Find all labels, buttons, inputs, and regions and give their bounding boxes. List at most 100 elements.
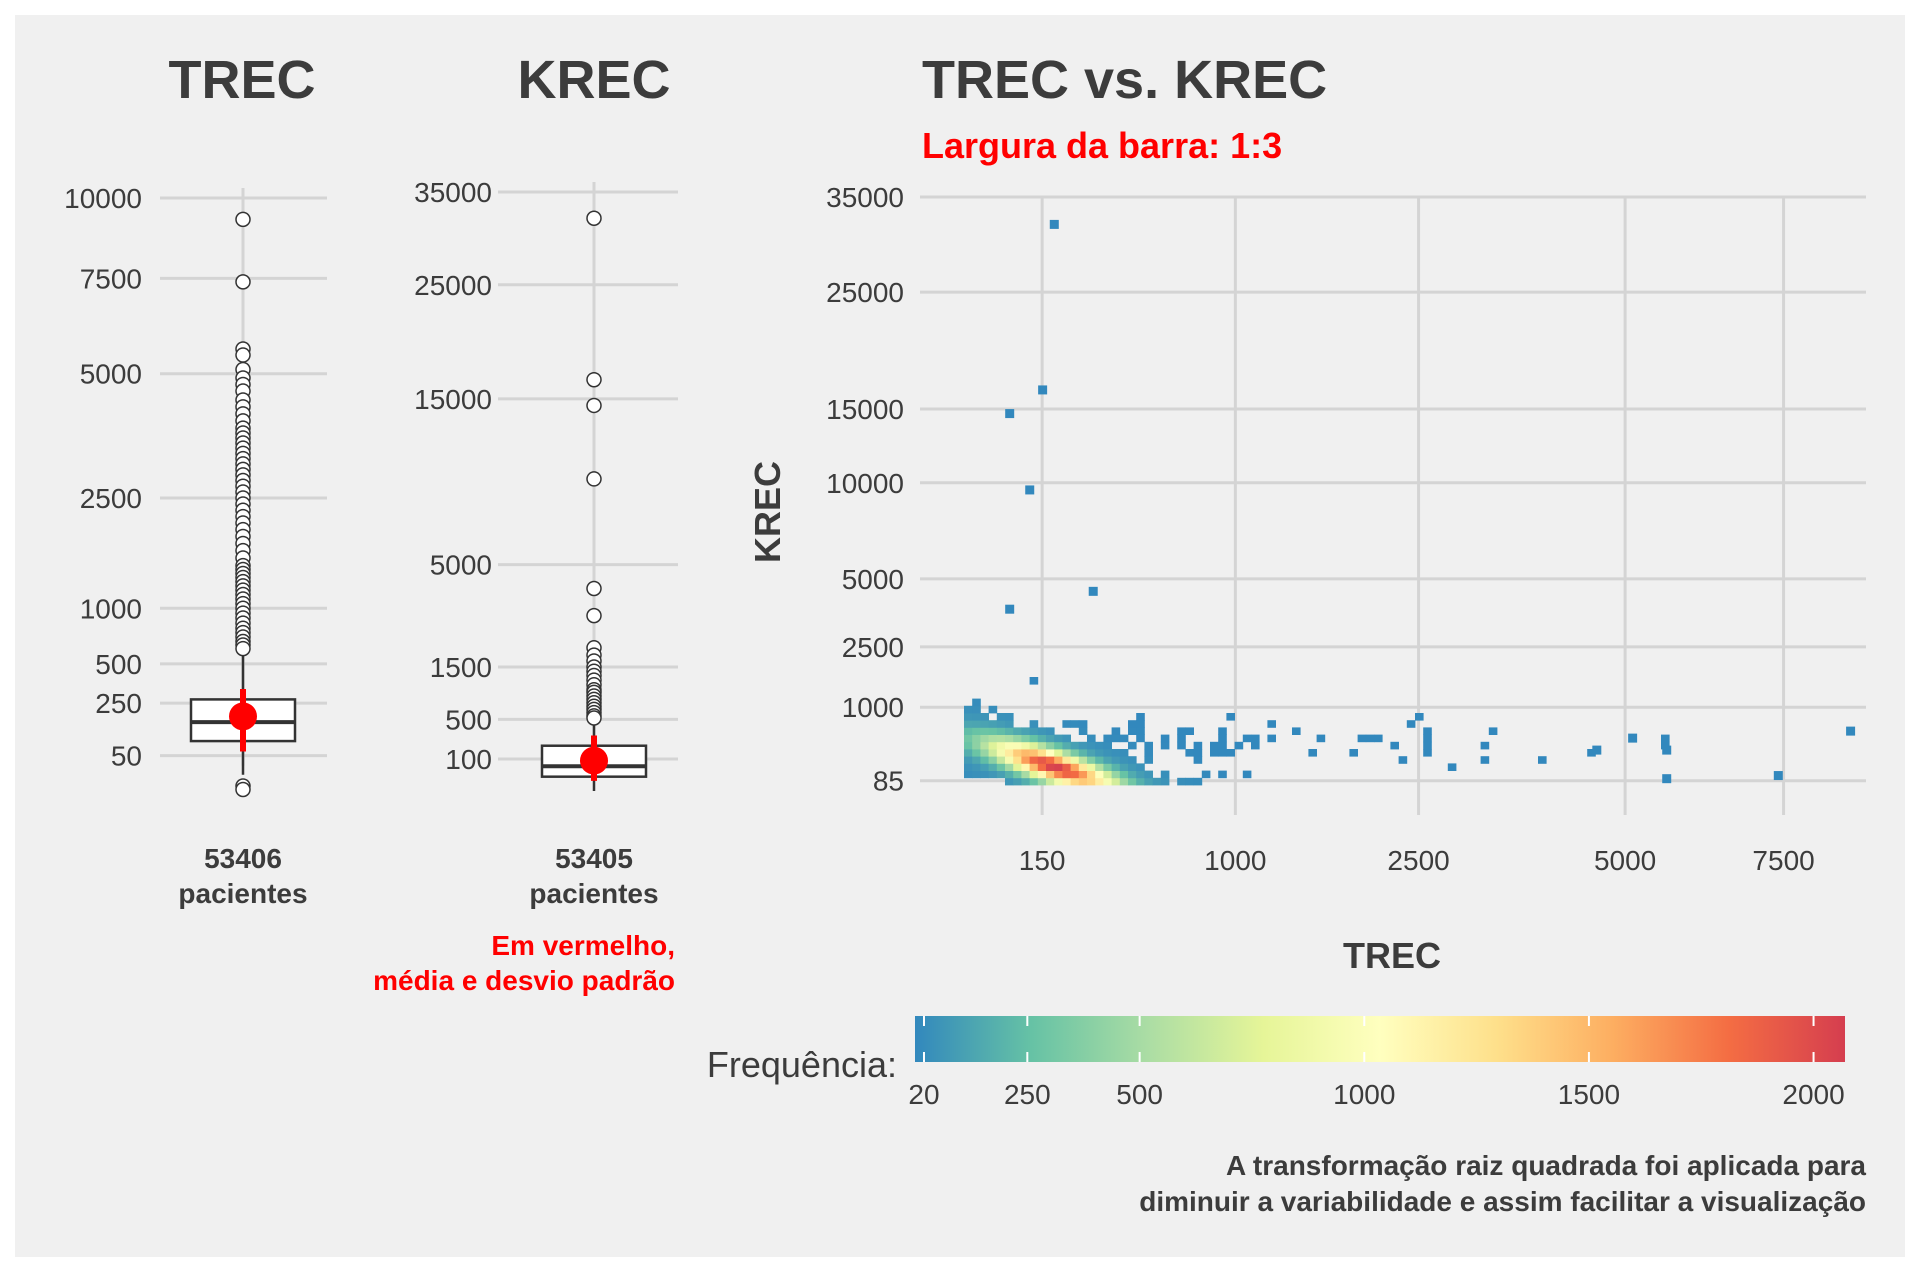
- heatmap-tile: [988, 705, 998, 714]
- outlier-point: [586, 710, 602, 726]
- heatmap-tile: [1177, 727, 1186, 735]
- heatmap-tile: [1177, 734, 1186, 743]
- heatmap-tile: [1423, 749, 1432, 757]
- heatmap-tile: [1078, 749, 1088, 757]
- heatmap-tile: [1144, 777, 1153, 786]
- heatmap-tile: [988, 756, 998, 764]
- heatmap-tile: [1070, 720, 1080, 728]
- legend-tick-label: 1000: [1333, 1079, 1395, 1110]
- heatmap-tile: [1292, 727, 1301, 735]
- heatmap-tile: [1062, 777, 1071, 786]
- krec-count-unit: pacientes: [529, 878, 658, 909]
- heatmap-tile: [1136, 713, 1145, 721]
- heatmap-tile: [1054, 741, 1063, 750]
- heatmap-tile: [1119, 749, 1129, 757]
- heatmap-tile: [1185, 777, 1194, 786]
- heatmap-tile: [1111, 727, 1121, 735]
- heatmap-title: TREC vs. KREC: [922, 50, 1327, 110]
- heatmap-tile: [964, 727, 973, 735]
- heatmap-tile: [1005, 770, 1014, 779]
- heatmap-tile: [1021, 777, 1030, 786]
- heatmap-outlier-tile: [1662, 745, 1672, 755]
- heatmap-tile: [1160, 770, 1170, 779]
- heatmap-outlier-tile: [1773, 771, 1783, 781]
- heatmap-tile: [972, 705, 981, 714]
- heatmap-tile: [1005, 756, 1014, 764]
- legend-title: Frequência:: [707, 1044, 897, 1085]
- heatmap-tile: [1406, 720, 1416, 728]
- heatmap-tile: [1005, 713, 1014, 721]
- heatmap-tile: [1160, 734, 1170, 743]
- y-tick-label: 35000: [414, 177, 492, 208]
- heatmap-tile: [988, 741, 998, 750]
- heatmap-tile: [1234, 741, 1244, 750]
- heatmap-tile: [1037, 741, 1047, 750]
- heatmap-tile: [1062, 734, 1071, 743]
- heatmap-tile: [1144, 741, 1153, 750]
- heatmap-tile: [972, 763, 981, 771]
- heatmap-tile: [1013, 741, 1022, 750]
- heatmap-tile: [1267, 734, 1276, 743]
- heatmap-tile: [1357, 734, 1367, 743]
- heatmap-tile: [1193, 749, 1203, 757]
- heatmap-tile: [1111, 777, 1121, 786]
- heatmap-tile: [1021, 727, 1030, 735]
- heatmap-tile: [1218, 749, 1227, 757]
- heatmap-tile: [1144, 749, 1153, 757]
- heatmap-tile: [1095, 749, 1104, 757]
- heatmap-y-tick-label: 25000: [826, 277, 904, 308]
- heatmap-tile: [1480, 756, 1490, 764]
- krec-count: 53405: [555, 843, 633, 874]
- heatmap-tile: [972, 698, 981, 707]
- heatmap-tile: [1054, 756, 1063, 764]
- heatmap-tile: [1054, 770, 1063, 779]
- heatmap-tile: [964, 705, 973, 714]
- heatmap-y-tick-label: 2500: [842, 632, 904, 663]
- y-tick-label: 15000: [414, 384, 492, 415]
- heatmap-tile: [1021, 734, 1030, 743]
- heatmap-tile: [1111, 749, 1121, 757]
- heatmap-tile: [1005, 720, 1014, 728]
- heatmap-tile: [972, 756, 981, 764]
- heatmap-tile: [1398, 756, 1408, 764]
- heatmap-outlier-tile: [1592, 745, 1602, 755]
- heatmap-tile: [1029, 763, 1039, 771]
- heatmap-y-tick-label: 85: [873, 766, 904, 797]
- heatmap-tile: [1423, 734, 1432, 743]
- heatmap-tile: [980, 741, 989, 750]
- heatmap-tile: [1185, 727, 1194, 735]
- outlier-point: [586, 580, 602, 597]
- heatmap-tile: [1029, 741, 1039, 750]
- heatmap-tile: [1005, 734, 1014, 743]
- heatmap-tile: [964, 734, 973, 743]
- heatmap-x-tick-label: 2500: [1387, 845, 1449, 876]
- heatmap-tile: [996, 727, 1006, 735]
- heatmap-tile: [1013, 770, 1022, 779]
- heatmap-tile: [1111, 756, 1121, 764]
- heatmap-tile: [980, 727, 989, 735]
- heatmap-tile: [1103, 756, 1112, 764]
- heatmap-tile: [1005, 749, 1014, 757]
- heatmap-tile: [1374, 734, 1383, 743]
- heatmap-x-tick-label: 5000: [1594, 845, 1656, 876]
- heatmap-tile: [1046, 749, 1055, 757]
- heatmap-tile: [1415, 713, 1424, 721]
- heatmap-tile: [964, 720, 973, 728]
- heatmap-y-tick-label: 1000: [842, 692, 904, 723]
- heatmap-tile: [1046, 741, 1055, 750]
- heatmap-tile: [1128, 727, 1137, 735]
- y-tick-label: 5000: [430, 550, 492, 581]
- heatmap-y-tick-label: 10000: [826, 468, 904, 499]
- heatmap-tile: [1119, 763, 1129, 771]
- heatmap-tile: [964, 756, 973, 764]
- heatmap-tile: [1005, 777, 1014, 786]
- legend-tick-label: 2000: [1782, 1079, 1844, 1110]
- heatmap-tile: [1242, 770, 1252, 779]
- heatmap-outlier-tile: [1628, 733, 1638, 743]
- heatmap-tile: [1070, 763, 1080, 771]
- heatmap-tile: [1062, 763, 1071, 771]
- y-tick-label: 2500: [80, 483, 142, 514]
- heatmap-tile: [1037, 727, 1047, 735]
- heatmap-tile: [1128, 720, 1137, 728]
- heatmap-tile: [1054, 734, 1063, 743]
